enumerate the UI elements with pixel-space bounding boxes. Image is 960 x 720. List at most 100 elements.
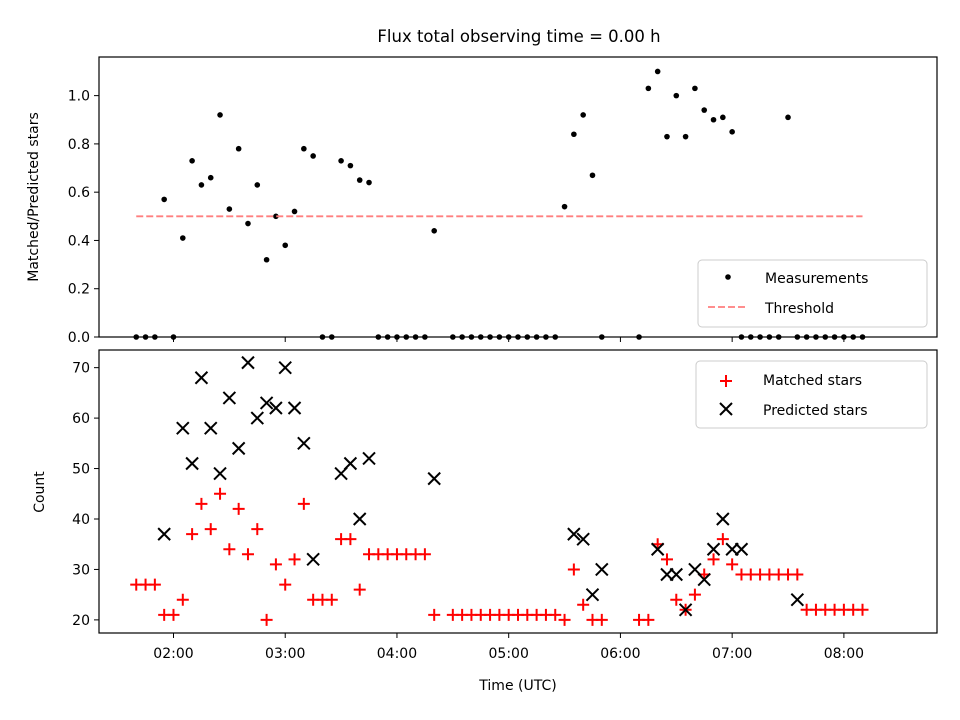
predicted-star-point (697, 572, 711, 587)
predicted-star-point (716, 512, 730, 526)
predicted-star-point (278, 360, 292, 375)
measurement-point (571, 131, 577, 138)
measurement-point (729, 129, 735, 135)
legend-measurements-marker (725, 274, 731, 280)
x-tick-label: 02:00 (153, 646, 193, 662)
measurement-point (189, 157, 195, 164)
predicted-star-point (250, 411, 264, 425)
predicted-star-point (176, 421, 190, 435)
predicted-star-point (222, 391, 237, 405)
predicted-star-point (157, 527, 171, 541)
matched-star-point (279, 578, 292, 591)
legend-measurements-label: Measurements (765, 271, 868, 287)
matched-star-point (148, 578, 161, 591)
measurement-point (263, 256, 270, 263)
measurement-point (710, 116, 717, 123)
bottom-plot-marks (130, 355, 869, 626)
bottom-legend: Matched stars Predicted stars (695, 360, 928, 429)
matched-star-point (214, 487, 227, 500)
top-legend: Measurements Threshold (697, 259, 928, 328)
x-tick-label: 03:00 (265, 646, 305, 662)
y-tick-label: 70 (72, 361, 90, 377)
matched-star-point (223, 543, 236, 556)
measurement-point (273, 213, 279, 220)
matched-star-point (176, 593, 189, 606)
matched-star-point (428, 608, 441, 621)
matched-star-point (344, 533, 357, 546)
matched-star-point (297, 497, 310, 510)
top-panel: 0.0 0.2 0.4 0.6 0.8 1.0 Matched/Predicted sta… (26, 56, 938, 346)
predicted-star-point (287, 401, 302, 415)
y-tick-label: 0.0 (68, 330, 90, 346)
matched-star-point (204, 523, 217, 536)
y-tick-label: 30 (72, 562, 90, 578)
measurement-point (291, 208, 298, 215)
measurement-point (310, 153, 316, 159)
bottom-panel: 20 30 40 50 60 70 02:00 03:00 04:00 05:00 06:00 07… (32, 349, 938, 694)
matched-star-point (260, 613, 273, 626)
measurement-point (580, 112, 586, 118)
y-tick-label: 40 (72, 512, 90, 528)
measurement-point (682, 133, 689, 140)
legend-matched-marker (720, 375, 732, 387)
top-y-axis-ticks: 0.0 0.2 0.4 0.6 0.8 1.0 (68, 89, 99, 346)
predicted-star-point (306, 552, 320, 567)
predicted-star-point (204, 421, 218, 435)
predicted-star-point (790, 592, 805, 607)
measurement-point (301, 145, 307, 152)
measurement-point (356, 177, 363, 183)
legend-predicted-marker (719, 402, 733, 416)
measurement-point (180, 235, 186, 241)
y-tick-label: 0.4 (68, 233, 90, 249)
x-tick-label: 05:00 (489, 646, 529, 662)
matched-star-point (232, 502, 245, 515)
measurement-point (431, 227, 438, 234)
predicted-star-point (427, 471, 441, 486)
measurement-point (645, 85, 652, 92)
predicted-star-point (343, 456, 358, 471)
matched-star-point (353, 583, 366, 596)
y-tick-label: 0.6 (68, 185, 90, 201)
predicted-star-point (259, 396, 274, 410)
matched-star-point (269, 558, 282, 571)
predicted-star-point (706, 542, 721, 556)
x-tick-label: 08:00 (824, 646, 864, 662)
measurement-point (366, 179, 372, 186)
predicted-star-point (297, 436, 311, 451)
y-tick-label: 20 (72, 613, 90, 629)
measurement-point (245, 220, 251, 227)
matched-star-point (577, 598, 590, 611)
measurement-point (347, 162, 354, 169)
measurement-point (254, 182, 261, 188)
top-y-axis-label: Matched/Predicted stars (26, 112, 42, 282)
measurement-point (664, 133, 670, 140)
predicted-star-point (269, 401, 283, 415)
predicted-star-point (213, 466, 227, 481)
top-x-axis-ticks (172, 337, 845, 342)
predicted-star-point (362, 451, 376, 466)
matched-star-point (186, 528, 199, 541)
predicted-star-point (567, 527, 581, 541)
measurement-point (161, 196, 167, 203)
matched-star-point (195, 497, 208, 510)
predicted-star-point (734, 542, 749, 556)
measurement-point (207, 174, 214, 181)
y-tick-label: 60 (72, 411, 90, 427)
legend-threshold-label: Threshold (764, 301, 834, 317)
matched-star-point (558, 613, 571, 626)
top-legend-box (697, 259, 928, 328)
y-tick-label: 0.2 (68, 282, 90, 298)
figure-title: Flux total observing time = 0.00 h (377, 27, 660, 46)
matched-star-point (549, 608, 562, 621)
matched-star-point (856, 603, 869, 616)
legend-matched-label: Matched stars (763, 373, 862, 389)
predicted-star-point (241, 355, 255, 370)
measurement-point (235, 145, 242, 152)
matched-star-point (688, 588, 701, 601)
bottom-legend-box (695, 360, 928, 429)
bottom-x-axis-label: Time (UTC) (478, 678, 556, 694)
matched-star-point (642, 613, 655, 626)
predicted-star-point (585, 587, 600, 602)
